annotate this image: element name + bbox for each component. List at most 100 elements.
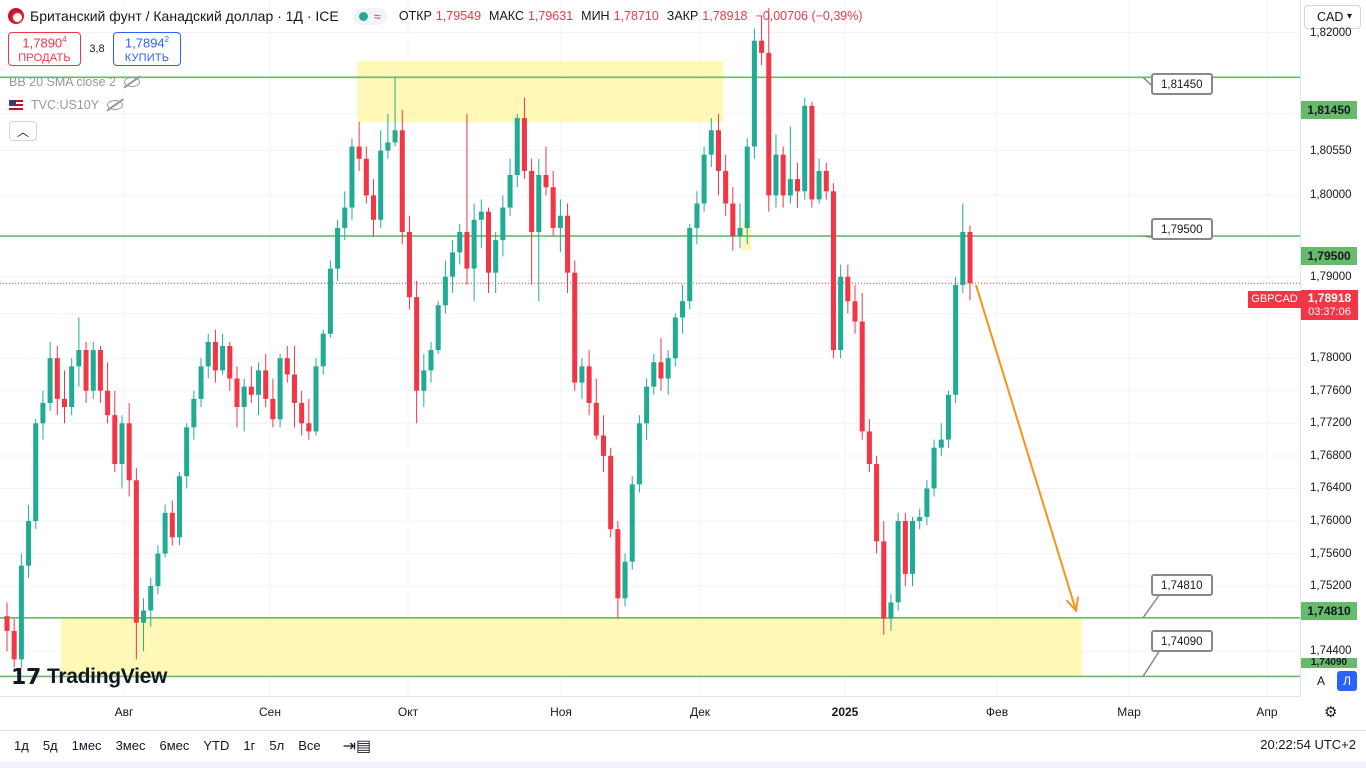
- price-callout-3[interactable]: 1,74810: [1151, 574, 1213, 596]
- market-status[interactable]: ≈: [352, 7, 387, 25]
- candle-body: [737, 227, 743, 237]
- candle-body: [744, 146, 750, 228]
- candle-body: [363, 158, 369, 196]
- trade-panel: 1,78904 ПРОДАТЬ 3,8 1,78942 КУПИТЬ: [8, 32, 181, 66]
- candle-body: [780, 154, 786, 196]
- sell-price: 1,7890: [22, 35, 63, 51]
- level-tag-3: 1,74810: [1301, 602, 1357, 620]
- candle-body: [248, 386, 254, 395]
- symbol-title[interactable]: Британский фунт / Канадский доллар · 1Д …: [30, 8, 339, 24]
- candle-body: [852, 301, 858, 322]
- price-callout-2[interactable]: 1,79500: [1151, 218, 1213, 240]
- price-axis-label: 1,74400: [1310, 645, 1352, 658]
- candle-body: [4, 616, 10, 631]
- range-all[interactable]: Все: [298, 738, 321, 753]
- indicator-us10y[interactable]: TVC:US10Y: [9, 98, 124, 112]
- price-axis-label: 1,77600: [1310, 384, 1352, 397]
- candle-body: [471, 219, 477, 269]
- hidden-eye-icon[interactable]: [124, 77, 141, 87]
- range-1m[interactable]: 1мес: [71, 738, 102, 753]
- candle-body: [256, 370, 262, 395]
- open-value: 1,79549: [435, 9, 482, 23]
- indicator-bb[interactable]: BB 20 SMA close 2: [9, 75, 141, 89]
- candle-body: [795, 179, 801, 192]
- candle-body: [291, 374, 297, 403]
- settings-gear-icon[interactable]: ⚙: [1324, 704, 1338, 721]
- buy-price: 1,7894: [124, 35, 165, 51]
- candle-body: [313, 366, 319, 432]
- candle-body: [694, 203, 700, 228]
- currency-selector[interactable]: CAD ▾: [1304, 5, 1361, 29]
- range-ytd[interactable]: YTD: [203, 738, 230, 753]
- time-label-mar: Мар: [1117, 705, 1141, 719]
- candle-body: [61, 398, 68, 408]
- support-resistance-zone: [357, 61, 724, 123]
- candle-body: [126, 423, 132, 481]
- sell-button[interactable]: 1,78904 ПРОДАТЬ: [8, 32, 81, 66]
- candle-body: [665, 358, 671, 379]
- gbp-cad-flag-icon: [8, 8, 24, 24]
- candle-body: [600, 435, 607, 456]
- price-axis-label: 1,75200: [1310, 580, 1352, 593]
- chart-pane[interactable]: [0, 0, 1300, 696]
- candle-body: [133, 480, 139, 623]
- candle-body: [636, 423, 642, 485]
- candle-body: [802, 105, 808, 192]
- auto-scale-button[interactable]: A: [1316, 674, 1325, 688]
- clock[interactable]: 20:22:54 UTC+2: [1260, 737, 1356, 752]
- high-value: 1,79631: [527, 9, 574, 23]
- buy-label: КУПИТЬ: [124, 51, 170, 64]
- candle-body: [112, 415, 118, 464]
- change-value: −0,00706 (−0,39%): [755, 9, 863, 23]
- candle-body: [450, 252, 456, 277]
- spread-value: 3,8: [89, 43, 105, 55]
- candle-body: [76, 350, 82, 367]
- candle-body: [593, 402, 599, 436]
- candle-body: [644, 386, 650, 424]
- candle-body: [514, 118, 520, 176]
- time-label-apr: Апр: [1256, 705, 1278, 719]
- range-3m[interactable]: 3мес: [115, 738, 146, 753]
- candle-body: [90, 350, 96, 391]
- candle-body: [356, 146, 362, 159]
- candle-body: [658, 362, 664, 379]
- symbol-price-tag: GBPCAD: [1248, 291, 1301, 308]
- time-label-dec: Дек: [689, 705, 711, 719]
- candle-body: [809, 105, 815, 200]
- candle-body: [557, 215, 563, 228]
- range-6m[interactable]: 6мес: [159, 738, 190, 753]
- buy-button[interactable]: 1,78942 КУПИТЬ: [113, 32, 181, 66]
- price-callout-4[interactable]: 1,74090: [1151, 630, 1213, 652]
- candle-body: [529, 170, 535, 232]
- candle-body: [234, 378, 240, 408]
- candle-body: [622, 561, 628, 599]
- current-price-tag: 1,78918 03:37:06: [1301, 290, 1358, 320]
- range-5y[interactable]: 5л: [269, 738, 285, 753]
- candle-body: [866, 431, 872, 464]
- log-scale-button[interactable]: Л: [1337, 671, 1357, 691]
- date-range-calendar-icon[interactable]: ⇥▤: [342, 737, 372, 755]
- price-callout-1[interactable]: 1,81450: [1151, 73, 1213, 95]
- chevron-down-icon: ▾: [1346, 11, 1352, 22]
- price-axis-label: 1,75600: [1310, 547, 1352, 560]
- collapse-legend-button[interactable]: ︿: [9, 121, 37, 141]
- candle-body: [874, 464, 880, 542]
- candle-body: [500, 207, 506, 241]
- market-open-dot-icon: [358, 11, 368, 21]
- hidden-eye-icon[interactable]: [107, 100, 124, 110]
- candle-body: [342, 207, 348, 228]
- time-label-aug: Авг: [114, 705, 134, 719]
- time-axis[interactable]: [0, 696, 1300, 726]
- range-1y[interactable]: 1г: [243, 738, 256, 753]
- logo-text: TradingView: [47, 665, 168, 688]
- range-5d[interactable]: 5д: [42, 738, 58, 753]
- candle-body: [478, 211, 484, 220]
- candle-body: [155, 553, 161, 587]
- callout-connector: [1142, 649, 1161, 677]
- candle-body: [169, 512, 175, 538]
- time-label-oct: Окт: [397, 705, 419, 719]
- tradingview-logo[interactable]: 𝟭𝟳 TradingView: [11, 664, 167, 690]
- candle-body: [615, 529, 621, 599]
- range-1d[interactable]: 1д: [14, 738, 29, 753]
